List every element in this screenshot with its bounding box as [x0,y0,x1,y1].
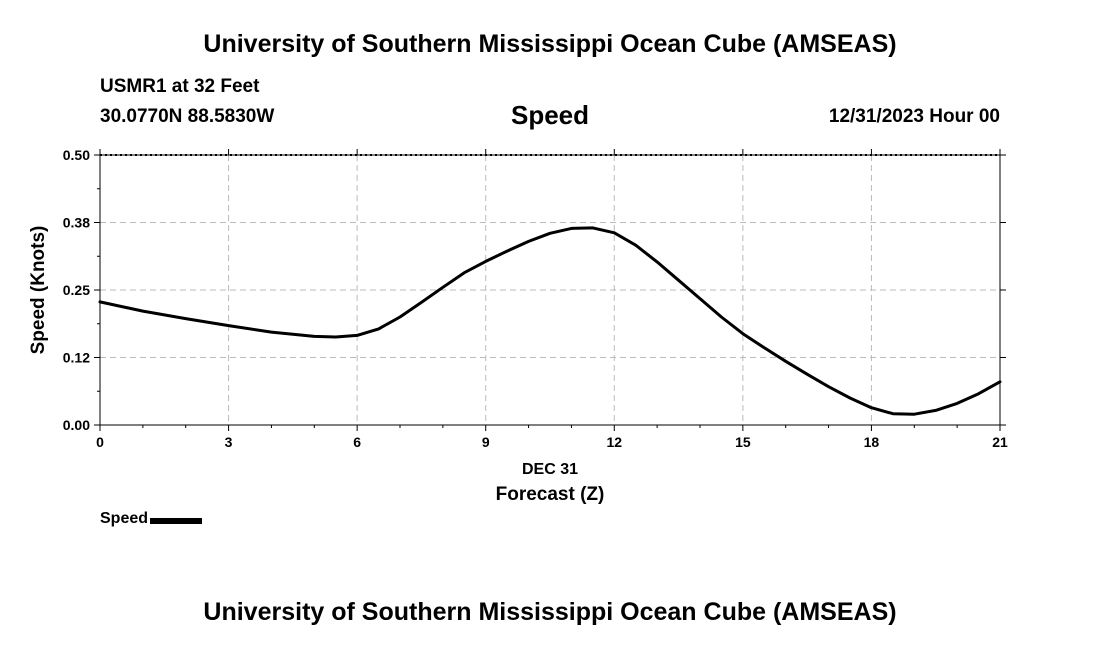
x-tick-label: 18 [864,434,880,450]
station-name: USMR1 at 32 Feet [100,76,260,97]
forecast-datetime: 12/31/2023 Hour 00 [828,106,1000,127]
y-tick-label: 0.50 [63,147,90,163]
x-axis-label: Forecast (Z) [496,484,605,505]
x-axis-sublabel: DEC 31 [522,461,578,478]
grid-layer [100,155,1000,425]
y-axis-label: Speed (Knots) [28,226,49,355]
x-tick-label: 9 [482,434,490,450]
legend-line-swatch [150,517,203,524]
x-tick-label: 21 [992,434,1008,450]
chart-title: Speed [510,100,590,130]
x-tick-label: 6 [353,434,361,450]
x-tick-label: 12 [606,434,622,450]
header-title-bottom: University of Southern Mississippi Ocean… [203,598,897,626]
y-tick-label: 0.12 [63,350,90,366]
x-tick-label: 15 [735,434,751,450]
series-layer [98,226,1002,416]
legend-label: Speed [100,510,149,527]
legend: Speed [100,510,203,528]
header-title-top: University of Southern Mississippi Ocean… [203,30,897,58]
series-line-speed [98,226,1002,416]
tick-layer: 0 3 6 9 12 15 18 21 0.00 0.12 0.25 0.38 0.50 [63,147,1008,450]
y-tick-label: 0.38 [63,215,90,231]
y-tick-label: 0.25 [63,282,90,298]
x-tick-label: 3 [225,434,233,450]
station-coords: 30.0770N 88.5830W [100,106,275,127]
x-tick-label: 0 [96,434,104,450]
y-tick-label: 0.00 [63,417,90,433]
